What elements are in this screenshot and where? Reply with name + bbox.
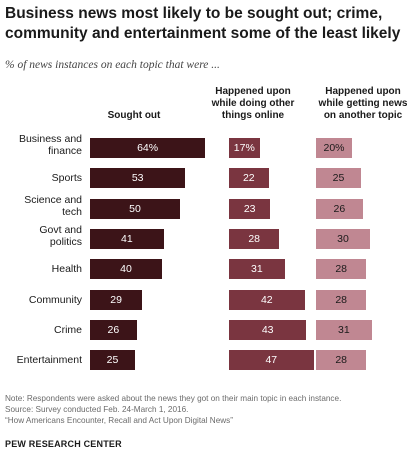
data-label-s1-r2: 23 xyxy=(243,202,256,215)
series-header-line: Sought out xyxy=(107,110,161,121)
source-text: Source: Survey conducted Feb. 24-March 1… xyxy=(5,405,189,414)
category-label: Science and tech xyxy=(0,194,82,218)
data-label-s1-r1: 22 xyxy=(242,172,255,185)
data-label-s0-r6: 26 xyxy=(107,323,120,336)
series-header-line: on another topic xyxy=(323,110,403,121)
bar-s2-r4 xyxy=(316,259,367,280)
data-label-s2-r0: 20% xyxy=(323,142,345,154)
series-header-line: while getting news xyxy=(318,98,408,109)
category-label-line: Sports xyxy=(51,172,82,185)
data-label-s1-r0: 17% xyxy=(233,142,255,154)
bar-s2-r1 xyxy=(316,168,361,189)
bar-s2-r2 xyxy=(316,198,363,219)
category-label: Health xyxy=(0,263,82,275)
category-label-line: Crime xyxy=(54,323,82,336)
bar-s2-r7 xyxy=(316,350,367,371)
bar-s2-r0 xyxy=(316,138,352,158)
data-label-s1-r6: 43 xyxy=(261,323,274,336)
data-label-s0-r7: 25 xyxy=(106,354,119,367)
bar-s2-r6 xyxy=(316,319,372,340)
data-label-s2-r3: 30 xyxy=(337,232,349,245)
category-label: Sports xyxy=(0,172,82,184)
data-label-s1-r5: 42 xyxy=(260,293,273,306)
bar-s1-r0 xyxy=(229,138,260,158)
bar-s1-r2 xyxy=(229,198,271,219)
category-label-line: Govt and xyxy=(39,223,82,236)
bar-s1-r3 xyxy=(229,228,280,249)
bar-s1-r1 xyxy=(229,168,269,189)
data-label-s1-r7: 47 xyxy=(265,354,278,367)
category-label: Community xyxy=(0,294,82,306)
bar-s0-r3 xyxy=(90,228,164,249)
category-label-line: Science and xyxy=(24,193,82,206)
category-label-line: Entertainment xyxy=(16,354,82,367)
bar-s1-r6 xyxy=(229,319,307,340)
report-title: “How Americans Encounter, Recall and Act… xyxy=(5,416,233,425)
note-text: Note: Respondents were asked about the n… xyxy=(5,394,342,403)
data-label-s2-r1: 25 xyxy=(332,172,345,185)
category-label-line: tech xyxy=(62,205,82,218)
category-label-line: finance xyxy=(48,145,82,157)
series-header-0: Sought out xyxy=(79,110,189,122)
bar-s0-r7 xyxy=(90,350,135,371)
bar-s0-r1 xyxy=(90,168,186,189)
bar-s0-r4 xyxy=(90,259,162,280)
data-label-s2-r7: 28 xyxy=(335,354,348,367)
data-label-s0-r0: 64% xyxy=(137,142,159,154)
data-label-s0-r3: 41 xyxy=(121,232,133,245)
category-label: Govt and politics xyxy=(0,224,82,248)
category-label: Entertainment xyxy=(0,354,82,366)
data-label-s1-r4: 31 xyxy=(251,263,263,276)
series-header-1: Happened upon while doing other things onl… xyxy=(198,86,308,122)
data-label-s0-r4: 40 xyxy=(120,263,132,276)
category-label: Crime xyxy=(0,324,82,336)
bar-s1-r7 xyxy=(229,350,314,371)
data-label-s2-r4: 28 xyxy=(335,263,348,276)
category-label: Business and finance xyxy=(0,133,82,157)
brand-label: PEW RESEARCH CENTER xyxy=(5,439,122,449)
bar-s2-r3 xyxy=(316,228,370,249)
chart-title: Business news most likely to be sought o… xyxy=(5,5,401,42)
category-label-line: Community xyxy=(28,293,82,306)
data-label-s2-r6: 31 xyxy=(338,323,350,336)
bar-s2-r5 xyxy=(316,289,367,310)
series-header-2: Happened upon while getting news on anothe… xyxy=(308,86,418,122)
category-label-line: Business and xyxy=(18,133,82,145)
data-label-s2-r5: 28 xyxy=(335,293,348,306)
data-label-s0-r5: 29 xyxy=(110,293,122,306)
bar-s0-r0 xyxy=(90,138,206,158)
series-header-line: Happened upon xyxy=(215,86,291,97)
chart-subtitle: % of news instances on each topic that w… xyxy=(5,59,220,71)
bar-s0-r6 xyxy=(90,319,137,340)
bar-s1-r5 xyxy=(229,289,305,310)
category-label-line: politics xyxy=(49,235,82,248)
data-label-s1-r3: 28 xyxy=(248,232,261,245)
data-label-s0-r2: 50 xyxy=(129,202,141,215)
data-label-s0-r1: 53 xyxy=(131,172,144,185)
series-header-line: things online xyxy=(221,110,285,121)
bar-s1-r4 xyxy=(229,259,285,280)
bar-s0-r2 xyxy=(90,198,180,219)
footnote: Note: Respondents were asked about the n… xyxy=(5,393,419,426)
bar-s0-r5 xyxy=(90,289,143,310)
series-header-line: Happened upon xyxy=(325,86,401,97)
series-header-line: while doing other xyxy=(211,98,295,109)
category-label-line: Health xyxy=(51,263,82,276)
data-label-s2-r2: 26 xyxy=(333,202,346,215)
